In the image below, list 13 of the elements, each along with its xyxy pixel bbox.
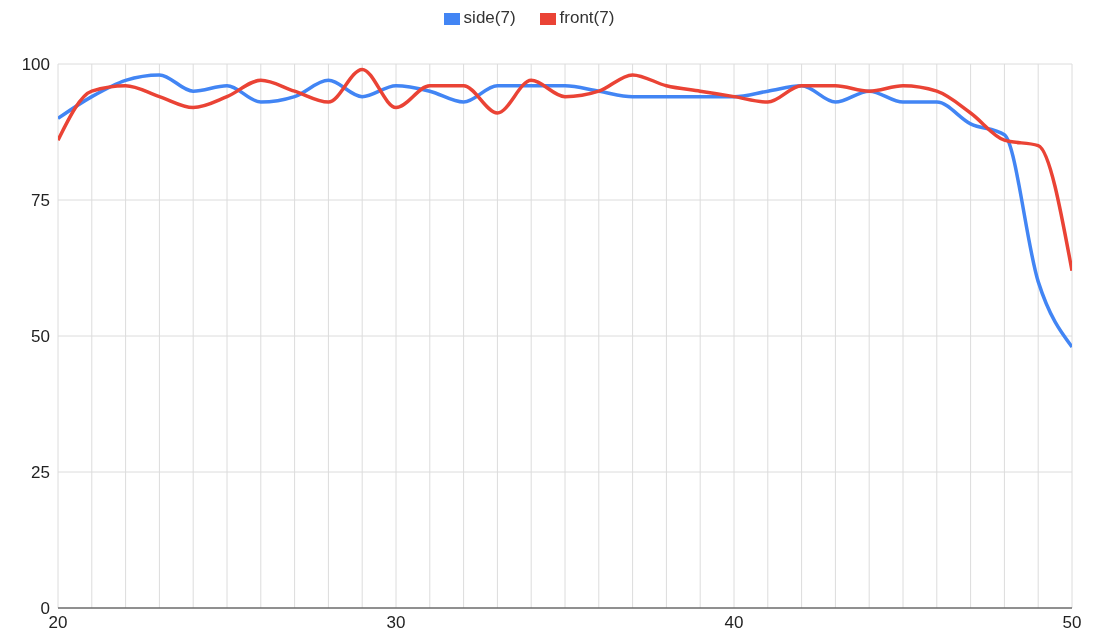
x-tick-label: 40 <box>724 613 744 633</box>
y-tick-label: 100 <box>21 55 50 75</box>
legend-label: front(7) <box>559 8 615 27</box>
x-tick-label: 50 <box>1062 613 1082 633</box>
x-tick-label: 30 <box>386 613 406 633</box>
legend-label: side(7) <box>463 8 516 27</box>
y-tick-label: 25 <box>31 463 50 483</box>
line-series <box>58 73 1072 349</box>
line-series <box>58 67 1072 273</box>
y-tick-label: 75 <box>31 191 50 211</box>
y-tick-label: 0 <box>40 599 50 619</box>
y-tick-label: 50 <box>31 327 50 347</box>
x-tick-label: 20 <box>48 613 68 633</box>
